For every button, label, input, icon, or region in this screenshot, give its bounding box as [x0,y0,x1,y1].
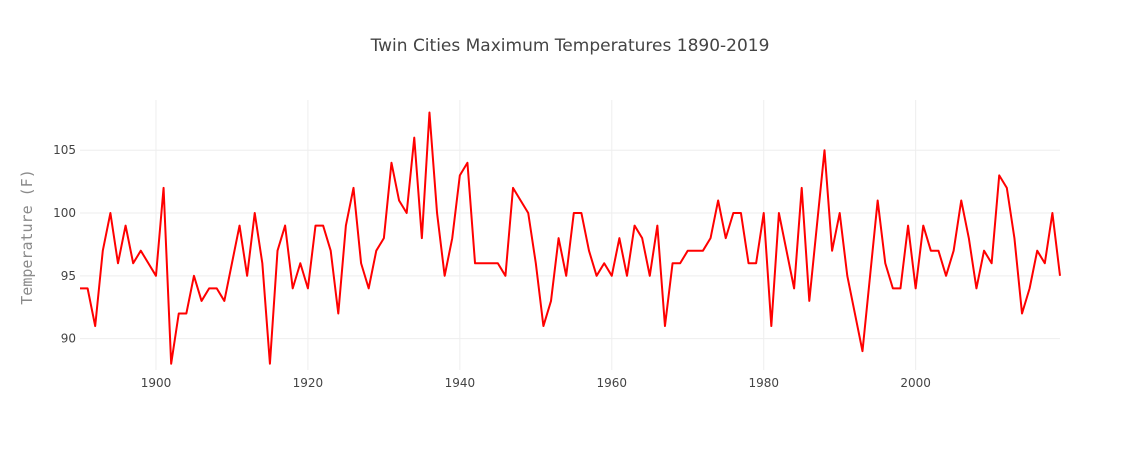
chart-title: Twin Cities Maximum Temperatures 1890-20… [370,36,770,56]
y-tick-label: 95 [61,269,76,283]
y-tick-label: 90 [61,332,76,346]
x-tick-label: 1920 [293,376,324,390]
y-tick-label: 100 [53,206,76,220]
y-tick-label: 105 [53,143,76,157]
x-tick-label: 1940 [445,376,476,390]
x-tick-label: 1900 [141,376,172,390]
x-grid [155,100,917,370]
x-tick-label: 1980 [748,376,779,390]
y-grid [80,149,1060,340]
x-tick-labels: 1900 1920 1940 1960 1980 2000 [141,376,931,390]
x-tick-label: 2000 [900,376,931,390]
x-tick-label: 1960 [597,376,628,390]
series-group [80,111,1061,365]
y-axis-title: Temperature (F) [18,169,36,304]
series-line [80,111,1061,365]
y-tick-labels: 90 95 100 105 [53,143,76,345]
